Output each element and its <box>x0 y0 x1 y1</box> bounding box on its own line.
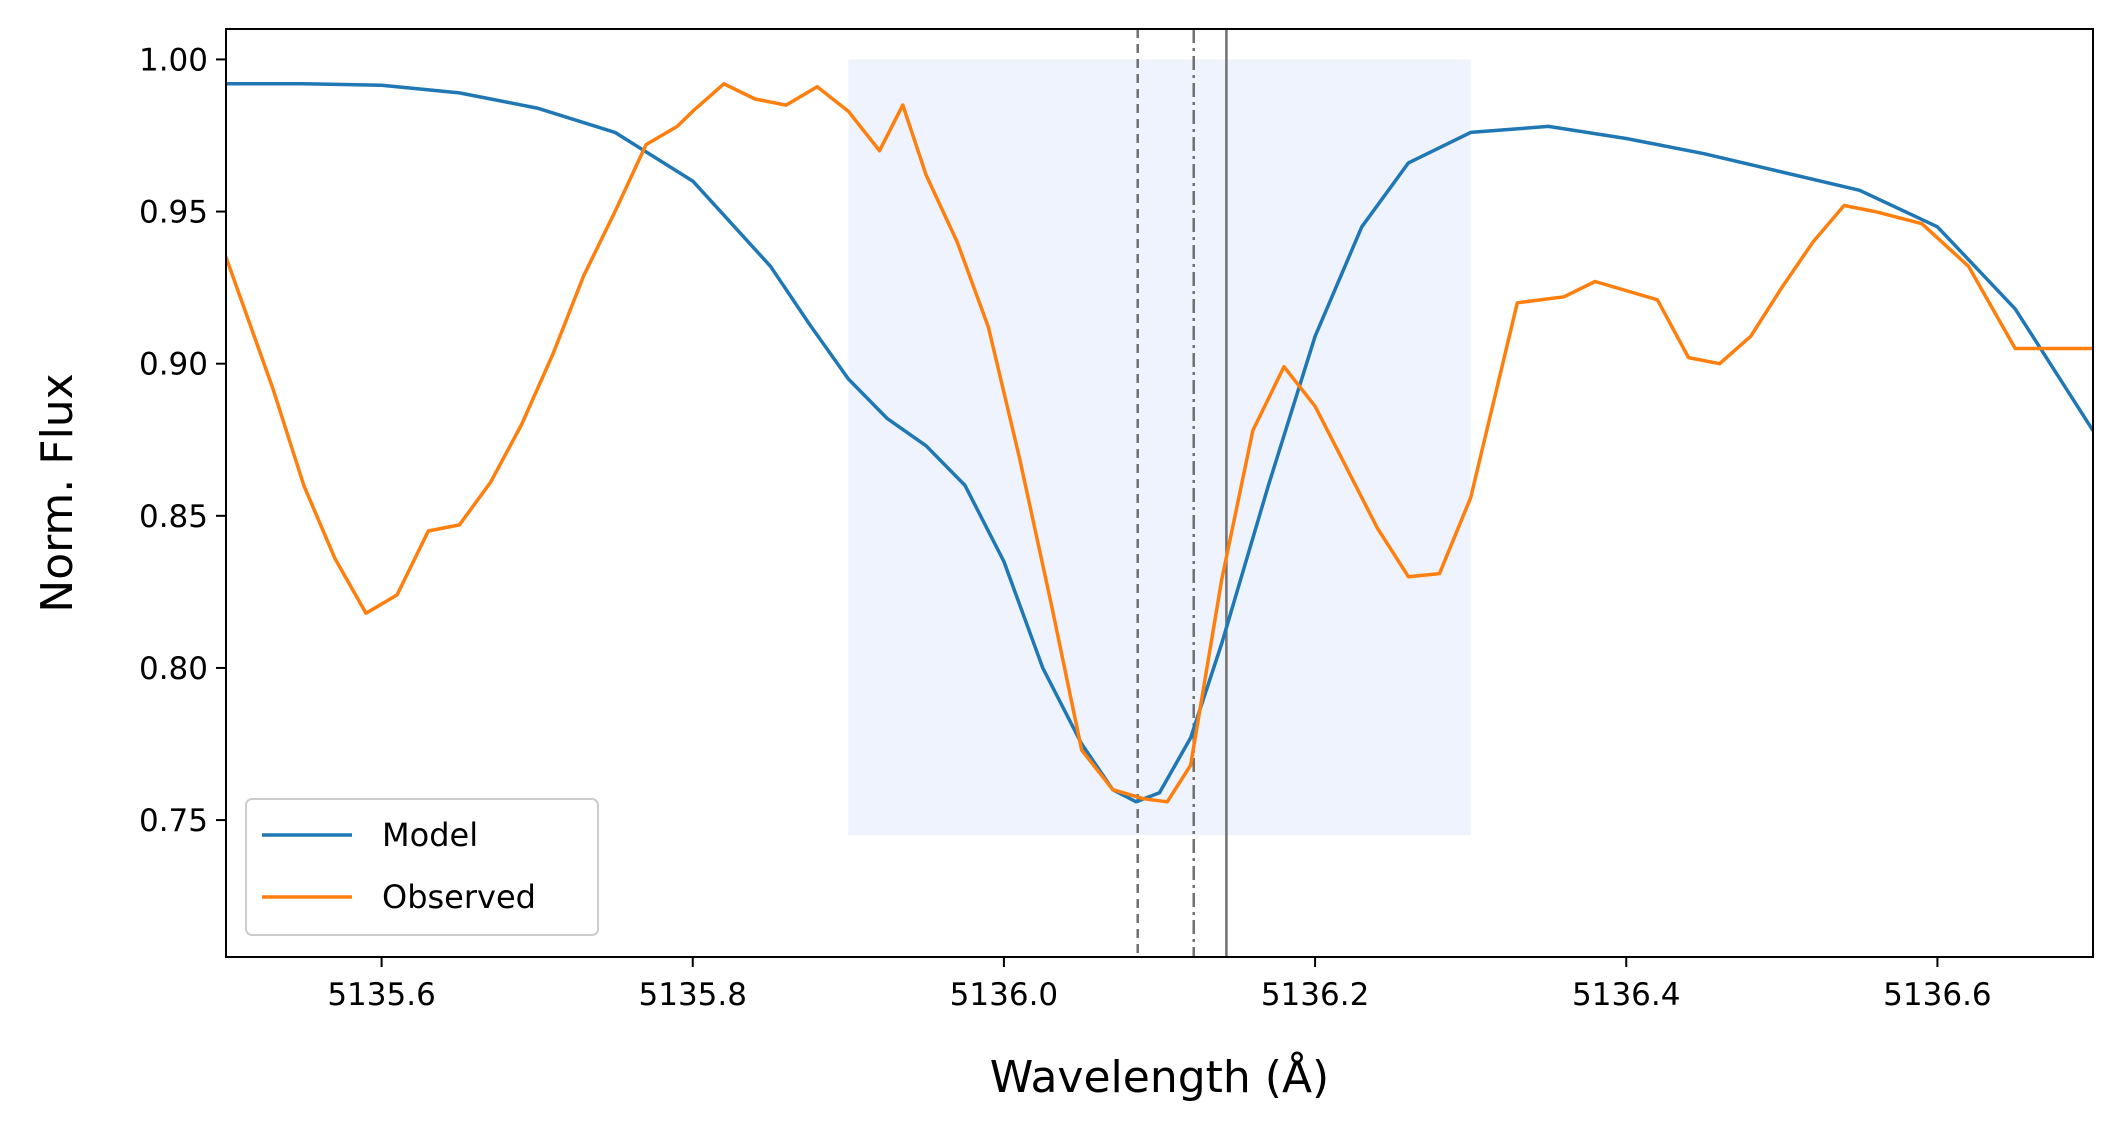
y-axis-label: Norm. Flux <box>32 373 83 612</box>
x-tick-label: 5136.4 <box>1572 977 1680 1013</box>
shaded-fit-region <box>848 59 1471 836</box>
legend-box <box>245 798 599 936</box>
y-tick-label: 0.95 <box>139 195 208 231</box>
series-line-observed <box>226 82 2093 804</box>
legend-label-model: Model <box>382 816 478 854</box>
y-tick-label: 0.90 <box>139 347 208 383</box>
y-tick-label: 0.80 <box>139 651 208 687</box>
x-tick-label: 5135.6 <box>327 977 435 1013</box>
legend: Model Observed <box>245 798 599 936</box>
x-axis: 5135.6 5135.8 5136.0 5136.2 5136.4 5136.6 <box>327 957 1992 1013</box>
x-tick-label: 5136.6 <box>1883 977 1991 1013</box>
y-tick-label: 0.75 <box>139 803 208 839</box>
y-axis: 0.75 0.80 0.85 0.90 0.95 1.00 <box>139 42 226 839</box>
plot-frame <box>225 28 2094 958</box>
y-tick-label: 0.85 <box>139 499 208 535</box>
x-tick-label: 5136.2 <box>1261 977 1369 1013</box>
y-tick-label: 1.00 <box>139 42 208 78</box>
x-axis-label: Wavelength (Å) <box>990 1050 1329 1103</box>
series-line-model <box>226 82 2093 804</box>
legend-label-observed: Observed <box>382 878 536 916</box>
x-tick-label: 5135.8 <box>639 977 747 1013</box>
x-tick-label: 5136.0 <box>950 977 1058 1013</box>
plot-area <box>226 29 2093 957</box>
